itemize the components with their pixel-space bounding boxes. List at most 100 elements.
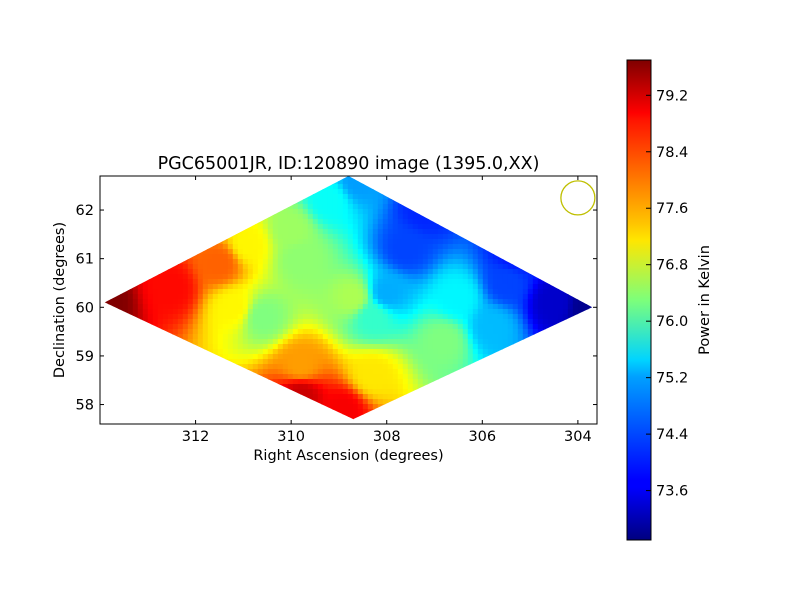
heatmap-cell [157,209,164,215]
heatmap-cell [482,184,489,190]
heatmap-cell [147,179,154,185]
heatmap-cell [517,309,524,315]
heatmap-cell [522,409,529,415]
heatmap-cell [117,394,124,400]
heatmap-cell [342,209,349,215]
heatmap-cell [192,274,199,280]
heatmap-cell [267,289,274,295]
heatmap-cell [527,404,534,410]
heatmap-cell [104,359,109,365]
heatmap-cell [217,249,224,255]
heatmap-cell [297,394,304,400]
heatmap-cell [517,379,524,385]
heatmap-cell [157,219,164,225]
heatmap-cell [112,299,119,305]
heatmap-cell [432,299,439,305]
heatmap-cell [212,304,219,310]
heatmap-cell [502,384,509,390]
heatmap-cell [187,194,194,200]
heatmap-cell [522,399,529,405]
heatmap-cell [417,219,424,225]
heatmap-cell [312,214,319,220]
heatmap-cell [402,229,409,235]
heatmap-cell [137,324,144,330]
heatmap-cell [322,176,329,180]
heatmap-cell [212,274,219,280]
heatmap-cell [292,209,299,215]
heatmap-cell [337,184,344,190]
heatmap-cell [392,294,399,300]
heatmap-cell [372,204,379,210]
heatmap-cell [302,239,309,245]
heatmap-cell [542,314,549,320]
heatmap-cell [547,219,554,225]
heatmap-cell [247,339,254,345]
heatmap-cell [132,364,139,370]
heatmap-cell [562,214,569,220]
heatmap-cell [192,294,199,300]
heatmap-cell [442,269,449,275]
heatmap-cell [152,249,159,255]
heatmap-cell [407,219,414,225]
heatmap-cell [593,294,599,300]
heatmap-cell [367,234,374,240]
heatmap-cell [437,339,444,345]
heatmap-cell [377,339,384,345]
heatmap-cell [442,379,449,385]
heatmap-cell [247,289,254,295]
heatmap-cell [182,294,189,300]
heatmap-cell [467,309,474,315]
heatmap-cell [537,224,544,230]
heatmap-cell [267,229,274,235]
heatmap-cell [307,179,314,185]
heatmap-cell [422,289,429,295]
heatmap-cell [117,264,124,270]
heatmap-cell [322,324,329,330]
heatmap-cell [132,299,139,305]
heatmap-cell [127,284,134,290]
heatmap-cell [437,414,444,420]
heatmap-cell [262,179,269,185]
heatmap-cell [162,399,169,405]
heatmap-cell [547,329,554,335]
heatmap-cell [482,409,489,415]
heatmap-cell [447,249,454,255]
heatmap-cell [122,299,129,305]
heatmap-cell [593,324,599,330]
heatmap-cell [232,414,239,420]
heatmap-cell [297,199,304,205]
heatmap-cell [422,274,429,280]
heatmap-cell [142,364,149,370]
heatmap-cell [262,354,269,360]
heatmap-cell [172,184,179,190]
heatmap-cell [112,284,119,290]
heatmap-cell [182,324,189,330]
heatmap-cell [182,249,189,255]
heatmap-cell [593,239,599,245]
heatmap-cell [437,239,444,245]
heatmap-cell [287,404,294,410]
heatmap-cell [332,349,339,355]
heatmap-cell [162,314,169,320]
heatmap-cell [277,214,284,220]
heatmap-cell [402,294,409,300]
heatmap-cell [557,284,564,290]
x-tick-label: 306 [468,429,496,445]
heatmap-cell [322,234,329,240]
heatmap-cell [462,204,469,210]
heatmap-cell [327,409,334,415]
heatmap-cell [267,329,274,335]
heatmap-cell [472,254,479,260]
heatmap-cell [152,269,159,275]
heatmap-cell [387,379,394,385]
heatmap-cell [542,259,549,265]
heatmap-cell [132,294,139,300]
heatmap-cell [567,394,574,400]
heatmap-cell [482,369,489,375]
heatmap-cell [242,379,249,385]
heatmap-cell [257,194,264,200]
heatmap-cell [217,349,224,355]
heatmap-cell [417,214,424,220]
heatmap-cell [317,259,324,265]
heatmap-cell [322,404,329,410]
